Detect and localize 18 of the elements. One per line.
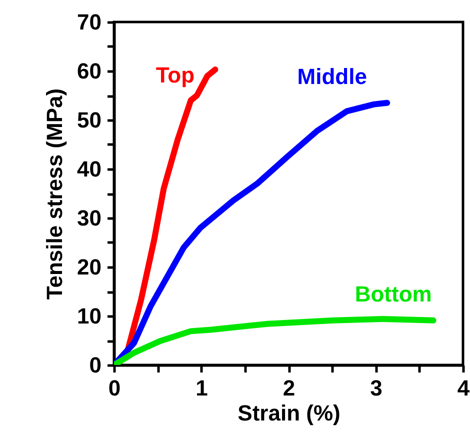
y-tick-label: 60 <box>77 58 102 84</box>
y-axis-title: Tensile stress (MPa) <box>42 88 68 300</box>
y-tick-label: 70 <box>77 10 102 34</box>
y-tick-label: 0 <box>89 352 102 378</box>
series-label: Middle <box>297 64 367 89</box>
x-tick-label: 0 <box>108 376 121 400</box>
y-tick-label: 10 <box>77 304 102 328</box>
y-tick-label: 20 <box>77 254 102 280</box>
x-axis-title: Strain (%) <box>238 400 340 426</box>
series-label: Bottom <box>354 281 432 306</box>
series-label: Top <box>156 62 195 88</box>
x-tick-label: 1 <box>196 376 208 400</box>
x-tick-label: 3 <box>370 376 382 400</box>
y-tick-label: 30 <box>77 206 102 230</box>
y-tick-label: 50 <box>77 108 102 132</box>
x-tick-label: 4 <box>457 376 470 400</box>
y-tick-label: 40 <box>77 156 102 182</box>
x-tick-label: 2 <box>282 376 296 400</box>
